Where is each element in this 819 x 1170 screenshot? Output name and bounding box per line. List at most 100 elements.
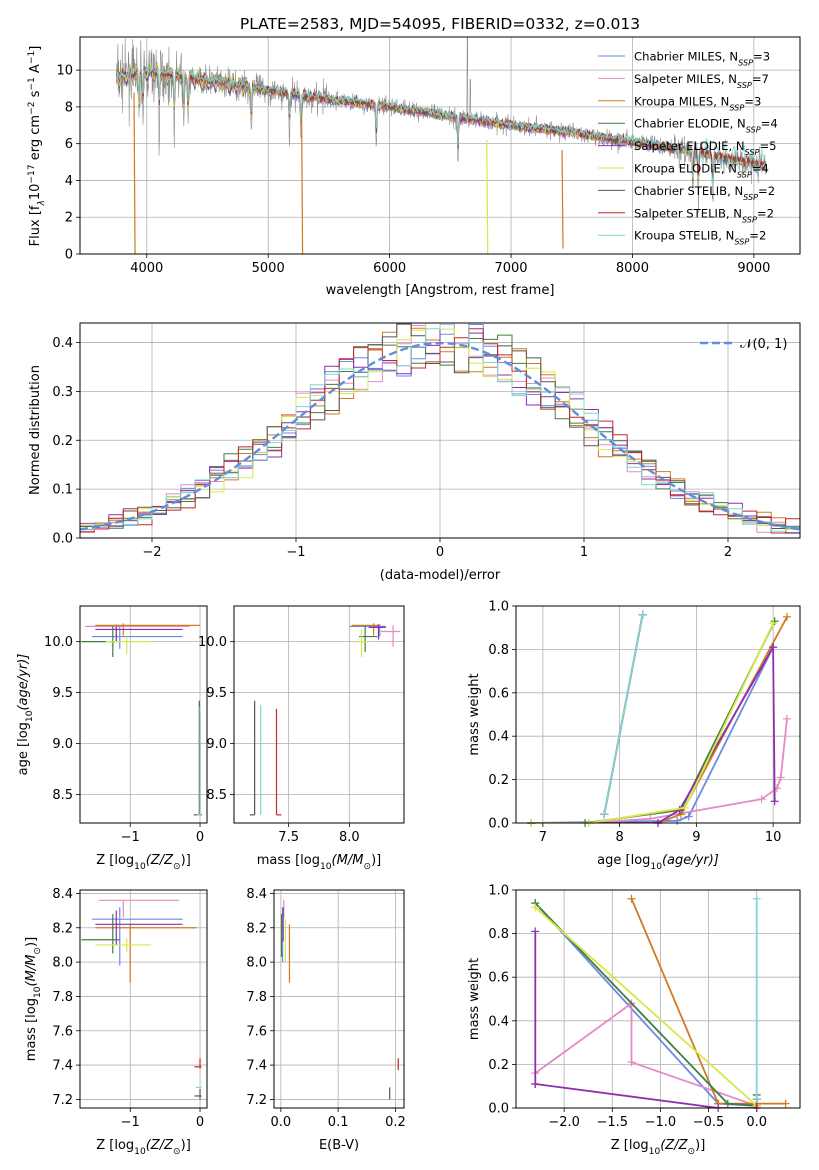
tick-label-x: −1 xyxy=(121,1115,140,1130)
tick-label-y: 7.4 xyxy=(246,1059,267,1074)
model-dip xyxy=(133,92,136,255)
tick-label-y: 10.0 xyxy=(44,635,73,650)
tick-label-y: 0.6 xyxy=(488,686,509,701)
tick-label-y: 8.4 xyxy=(246,887,267,902)
x-axis-label: wavelength [Angstrom, rest frame] xyxy=(326,283,555,298)
x-axis-label: (data-model)/error xyxy=(380,568,501,583)
tick-label-y: 8.2 xyxy=(52,921,73,936)
tick-label-x: 8000 xyxy=(616,261,649,276)
legend-label: Kroupa STELIB, NSSP=2 xyxy=(634,229,766,247)
legend-label: Kroupa ELODIE, NSSP=4 xyxy=(634,162,769,180)
model-dip xyxy=(561,149,564,249)
tick-label-y: 8.0 xyxy=(52,956,73,971)
legend-label: Salpeter MILES, NSSP=7 xyxy=(634,72,769,90)
axes-frame xyxy=(79,605,208,824)
y-axis-label: age [log10(age/yr)] xyxy=(16,654,35,776)
legend-label: 𝒩(0, 1) xyxy=(740,337,787,352)
legend: Chabrier MILES, NSSP=3 Salpeter MILES, NS… xyxy=(598,50,778,247)
weight-line-kroupa-elodie xyxy=(531,623,774,823)
x-axis-label: Z [log10(Z/Z⊙)] xyxy=(96,853,191,872)
weight-line-kroupa-elodie xyxy=(534,906,758,1107)
tick-label-y: 8.5 xyxy=(52,788,73,803)
tick-label-y: 0.2 xyxy=(52,434,73,449)
tick-label-y: 0.2 xyxy=(488,1058,509,1073)
tick-label-x: 0 xyxy=(196,1115,204,1130)
x-axis-label: E(B-V) xyxy=(319,1138,359,1153)
tick-label-x: −0.5 xyxy=(693,1115,725,1130)
tick-label-y: 8 xyxy=(65,100,73,115)
weight-line-kroupa-stelib xyxy=(603,614,644,815)
tick-label-y: 7.8 xyxy=(246,990,267,1005)
tick-label-y: 8.5 xyxy=(206,788,227,803)
tick-label-x: 5000 xyxy=(252,261,285,276)
legend-label: Kroupa MILES, NSSP=3 xyxy=(634,94,761,112)
legend-label: Chabrier MILES, NSSP=3 xyxy=(634,50,770,68)
axes-frame xyxy=(515,605,801,824)
tick-label-x: 2 xyxy=(724,545,732,560)
tick-label-y: 9.5 xyxy=(206,686,227,701)
tick-label-x: 0.2 xyxy=(385,1115,406,1130)
model-dip xyxy=(300,113,304,255)
tick-label-x: 0.0 xyxy=(271,1115,292,1130)
legend-label: Chabrier STELIB, NSSP=2 xyxy=(634,184,775,202)
tick-label-x: 0 xyxy=(196,830,204,845)
tick-label-y: 10 xyxy=(56,64,73,79)
tick-label-x: 9000 xyxy=(737,261,770,276)
tick-label-y: 0.3 xyxy=(52,385,73,400)
tick-label-x: 8 xyxy=(615,830,623,845)
tick-label-y: 0.6 xyxy=(488,971,509,986)
weight-line-salpeter-elodie xyxy=(531,643,776,823)
tick-label-y: 0.8 xyxy=(488,643,509,658)
tick-label-x: −2 xyxy=(142,545,161,560)
tick-label-y: 6 xyxy=(65,137,73,152)
tick-label-x: 0.0 xyxy=(746,1115,767,1130)
model-line-kroupa-stelib xyxy=(115,64,766,186)
tick-label-x: 6000 xyxy=(373,261,406,276)
y-axis-label: mass weight xyxy=(467,958,482,1040)
y-axis-label: Flux [fλ10−17 erg cm−2 s−1 A−1] xyxy=(27,46,47,247)
axes-mass_vs_ebv: 0.0 0.1 0.2 7.2 7.4 7.6 7.8 8.0 8.2 8.4 xyxy=(246,887,405,1130)
axes-residuals: −2 −1 0 1 2 0.0 0.1 0.2 0.3 0.4 xyxy=(52,323,800,560)
tick-label-y: 0 xyxy=(65,248,73,263)
tick-label-y: 0.4 xyxy=(488,1014,509,1029)
tick-label-x: 7 xyxy=(539,830,547,845)
weight-line-salpeter-miles xyxy=(531,718,788,823)
model-dip xyxy=(486,139,489,255)
weight-line-salpeter-miles xyxy=(534,1001,757,1107)
tick-label-x: 10 xyxy=(765,830,782,845)
tick-label-x: −1 xyxy=(121,830,140,845)
legend-label: Salpeter ELODIE, NSSP=5 xyxy=(634,139,777,157)
tick-label-y: 7.6 xyxy=(246,1024,267,1039)
tick-label-y: 4 xyxy=(65,174,73,189)
tick-label-x: 4000 xyxy=(130,261,163,276)
tick-label-y: 7.6 xyxy=(52,1024,73,1039)
axes-frame xyxy=(79,889,208,1109)
tick-label-x: −1.0 xyxy=(645,1115,677,1130)
axes-mass_vs_z: −1 0 7.2 7.4 7.6 7.8 8.0 8.2 8.4 xyxy=(52,887,207,1130)
axes-frame xyxy=(79,322,801,539)
tick-label-y: 0.0 xyxy=(52,532,73,547)
tick-label-x: 1 xyxy=(580,545,588,560)
tick-label-y: 7.4 xyxy=(52,1059,73,1074)
tick-label-y: 8.0 xyxy=(246,956,267,971)
tick-label-y: 0.4 xyxy=(488,730,509,745)
tick-label-y: 0.0 xyxy=(488,817,509,832)
axes-mass_weight_vs_age: 7 8 9 10 0.0 0.2 0.4 0.6 0.8 1.0 xyxy=(488,600,800,845)
axes-frame xyxy=(233,605,405,824)
y-axis-label: Normed distribution xyxy=(28,365,43,495)
tick-label-x: 7000 xyxy=(494,261,527,276)
axes-frame xyxy=(79,36,801,255)
x-axis-label: age [log10(age/yr)] xyxy=(597,853,719,872)
tick-label-y: 9.0 xyxy=(52,737,73,752)
tick-label-x: 0 xyxy=(436,545,444,560)
y-axis-label: mass [log10(M/M⊙)] xyxy=(24,937,43,1061)
weight-line-kroupa-miles xyxy=(531,616,788,823)
tick-label-y: 7.2 xyxy=(52,1093,73,1108)
x-axis-label: Z [log10(Z/Z⊙)] xyxy=(611,1138,706,1157)
tick-label-y: 0.2 xyxy=(488,773,509,788)
tick-label-y: 8.2 xyxy=(246,921,267,936)
tick-label-y: 8.4 xyxy=(52,887,73,902)
axes-frame xyxy=(515,889,801,1109)
tick-label-y: 7.8 xyxy=(52,990,73,1005)
tick-label-y: 1.0 xyxy=(488,884,509,899)
